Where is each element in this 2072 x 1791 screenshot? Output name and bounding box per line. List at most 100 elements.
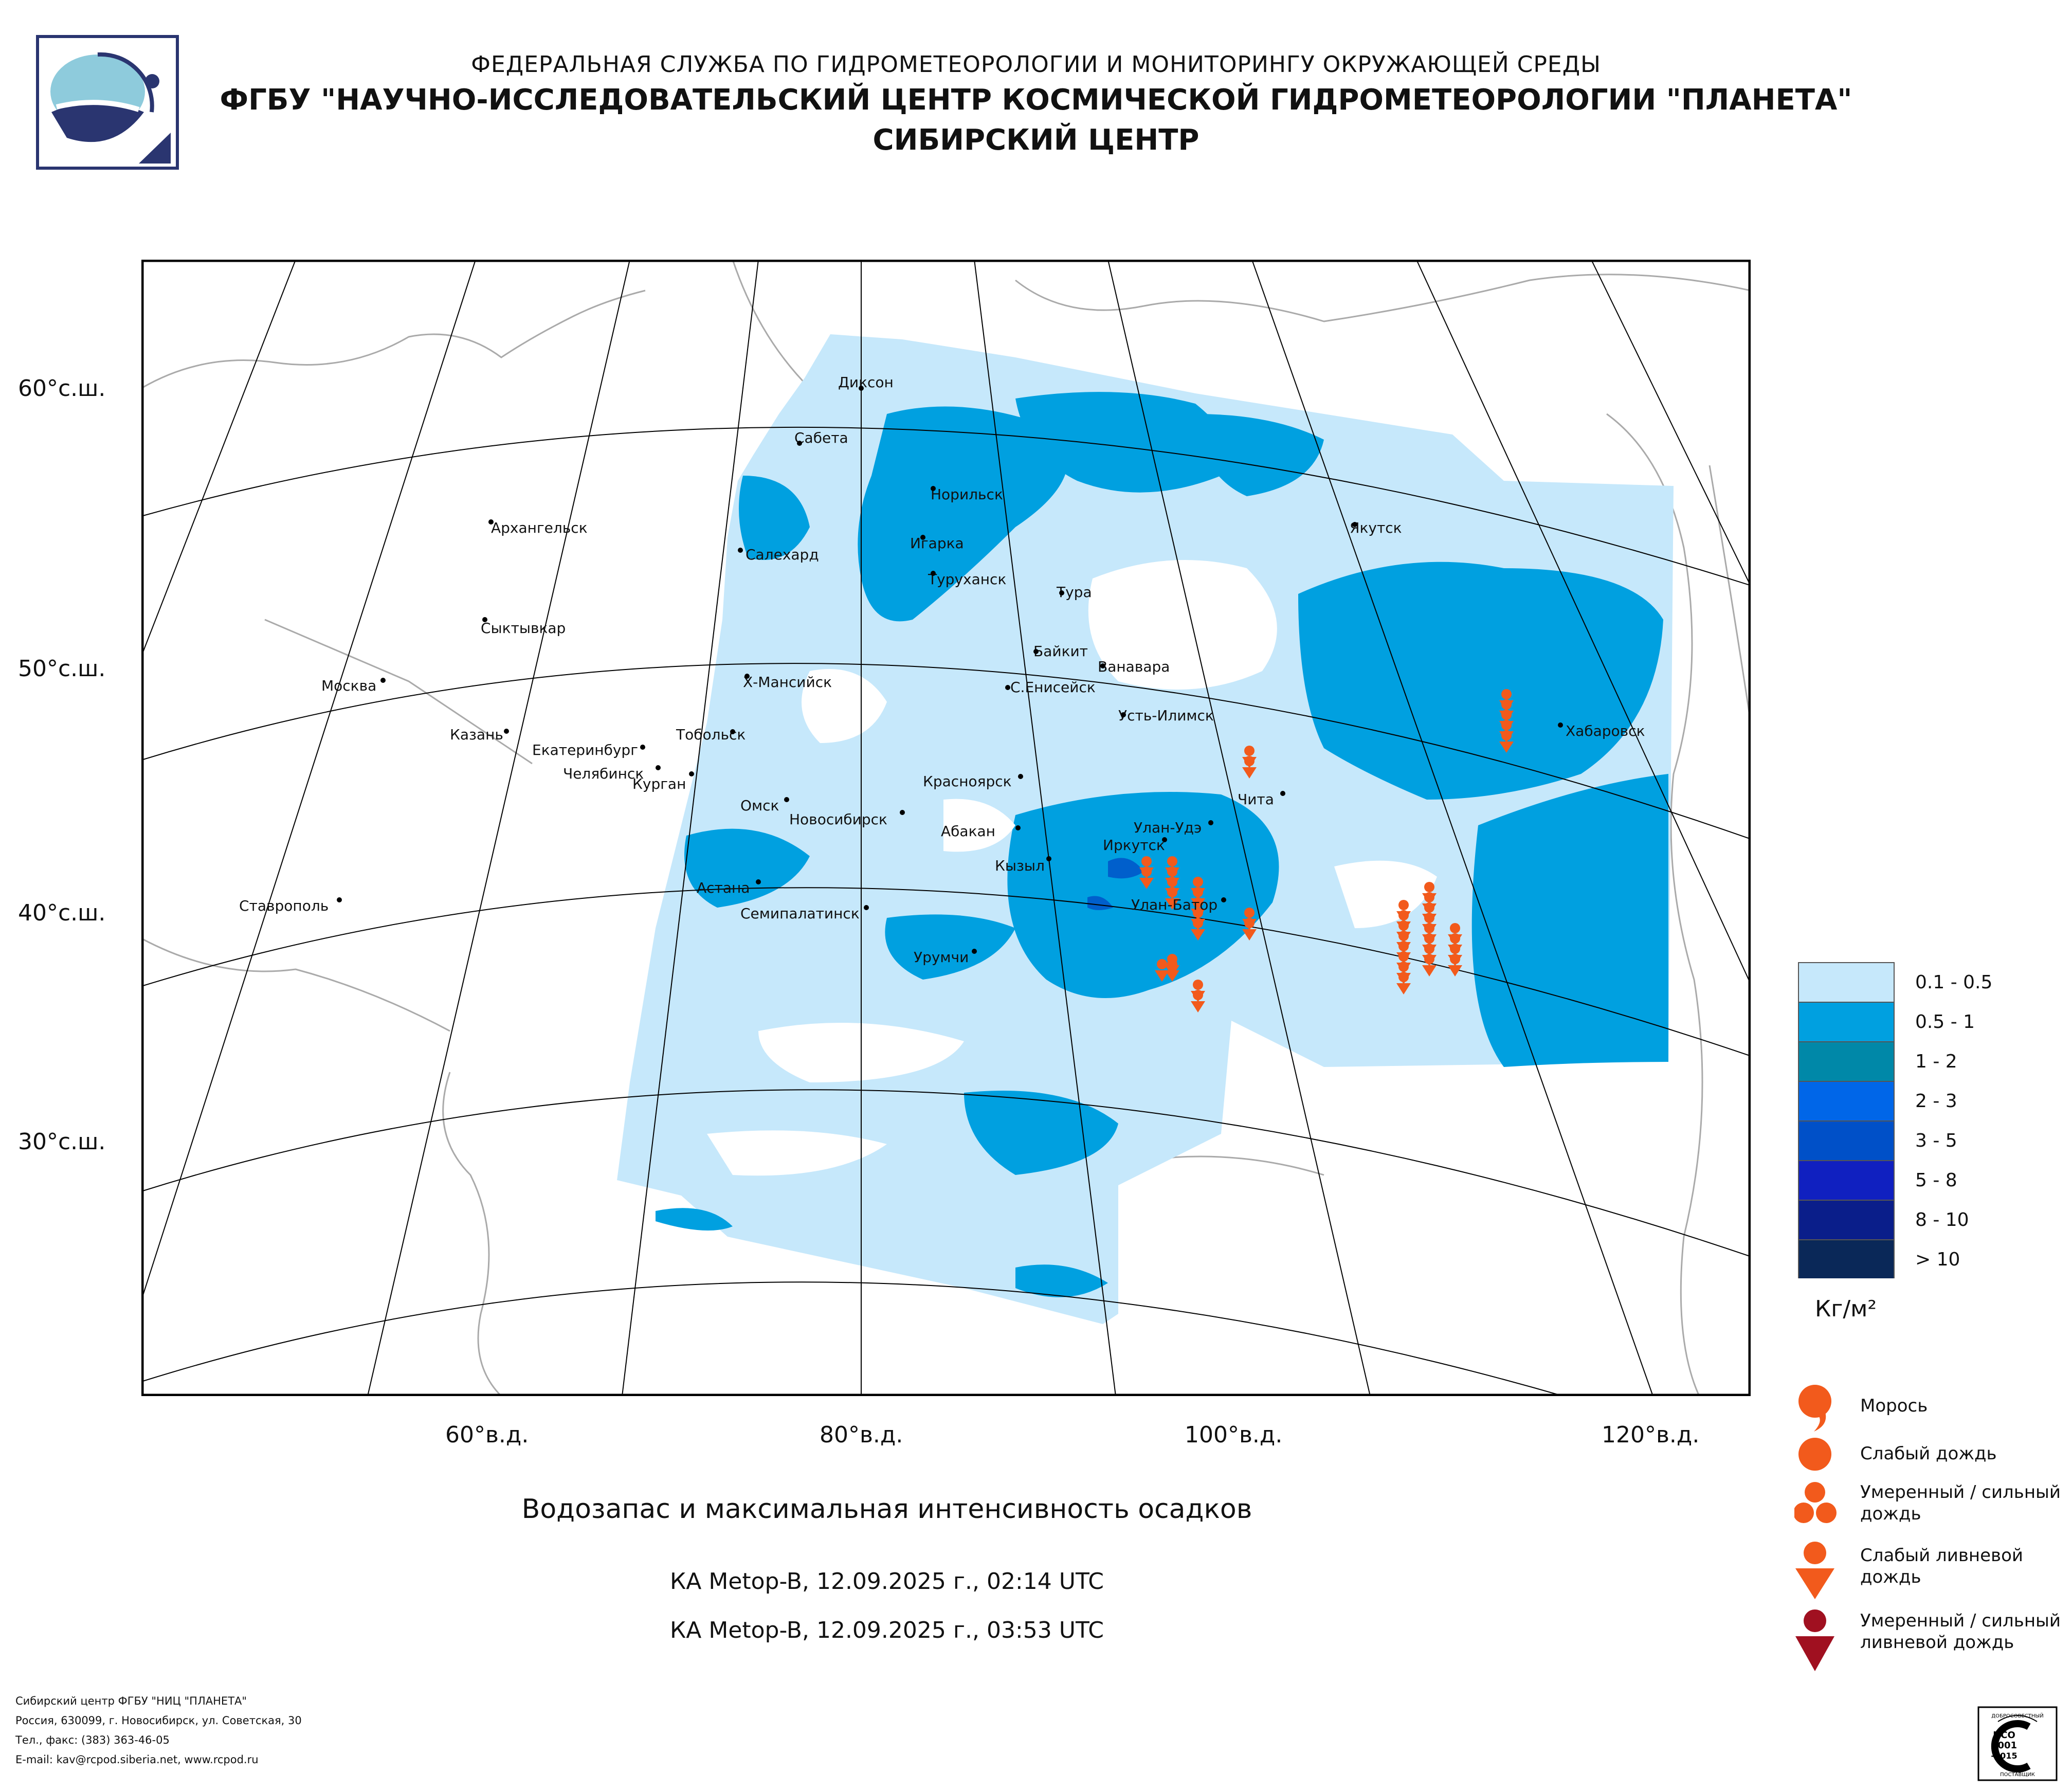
city-label: Игарка	[910, 535, 964, 552]
legend-range-2: 0.5 - 1	[1915, 1011, 1975, 1033]
city-dot	[797, 441, 802, 446]
lat-label-40: 40°с.ш.	[18, 900, 106, 926]
city-label: С.Енисейск	[1010, 679, 1096, 696]
light-rain-label: Слабый дождь	[1860, 1443, 1997, 1464]
precipitation-markers	[1139, 689, 1514, 1012]
city-dot	[1121, 712, 1126, 717]
city-label: Кызыл	[995, 857, 1045, 874]
city-dot	[1005, 685, 1010, 690]
footer-address: Россия, 630099, г. Новосибирск, ул. Сове…	[15, 1714, 302, 1727]
light-shower-marker	[1499, 730, 1514, 753]
precipitation-map: Диксон Сабета Норильск Архангельск Салехард И…	[141, 259, 1751, 1397]
light-shower-marker	[1396, 972, 1411, 994]
legend-swatch-6	[1798, 1160, 1895, 1201]
heavy-shower-icon	[1795, 1609, 1834, 1671]
light-shower-marker	[1422, 954, 1437, 976]
city-label: Улан-Батор	[1131, 896, 1218, 913]
legend-range-6: 5 - 8	[1915, 1170, 1957, 1191]
drizzle-label: Морось	[1860, 1396, 1928, 1416]
city-dot	[1059, 590, 1064, 595]
footer-phone: Тел., факс: (383) 363-46-05	[15, 1734, 170, 1746]
city-dot	[1221, 897, 1226, 902]
light-shower-marker	[1165, 959, 1179, 982]
city-label: Омск	[740, 797, 779, 814]
city-label: Абакан	[941, 823, 995, 840]
legend-swatch-5	[1798, 1120, 1895, 1161]
city-dot	[380, 678, 386, 683]
precip-symbols	[1793, 1378, 1856, 1676]
lat-label-30: 30°с.ш.	[18, 1129, 106, 1155]
moderate-rain-icon	[1793, 1482, 1837, 1523]
light-shower-marker	[1165, 887, 1179, 910]
city-label: Иркутск	[1103, 837, 1165, 854]
legend-swatch-3	[1798, 1041, 1895, 1082]
city-dot	[756, 879, 761, 884]
city-label: Усть-Илимск	[1118, 707, 1214, 724]
lon-label-60: 60°в.д.	[445, 1422, 529, 1448]
city-label: Туруханск	[928, 571, 1007, 588]
light-shower-marker	[1139, 866, 1154, 889]
city-dot	[784, 797, 789, 802]
light-shower-label-1: Слабый ливневой	[1860, 1545, 2023, 1566]
legend-range-8: > 10	[1915, 1249, 1960, 1270]
city-label: Байкит	[1033, 643, 1088, 660]
light-shower-marker	[1242, 918, 1257, 940]
city-dot	[488, 519, 494, 524]
city-dot	[504, 729, 509, 734]
city-label: Чита	[1238, 791, 1274, 808]
city-dot	[1033, 649, 1039, 654]
city-label: Якутск	[1350, 519, 1402, 536]
legend-swatch-1	[1798, 962, 1895, 1003]
light-shower-marker	[1448, 954, 1462, 976]
city-dot	[931, 571, 936, 576]
city-label: Москва	[321, 677, 377, 694]
city-label: Сабета	[794, 429, 848, 446]
city-dot	[864, 905, 869, 910]
light-shower-icon	[1795, 1542, 1834, 1599]
city-dot	[656, 765, 661, 770]
light-shower-marker	[1242, 756, 1257, 779]
map-subtitle-1: КА Metop-B, 12.09.2025 г., 02:14 UTC	[670, 1568, 1104, 1595]
city-dot	[1015, 825, 1021, 830]
city-label: Новосибирск	[789, 811, 887, 828]
lon-label-100: 100°в.д.	[1185, 1422, 1283, 1448]
light-shower-marker	[1191, 918, 1205, 940]
legend-swatch-4	[1798, 1081, 1895, 1121]
city-dot	[482, 617, 487, 622]
city-label: Диксон	[838, 374, 894, 391]
iso-label: ИСО	[1993, 1730, 2015, 1741]
city-label: Ставрополь	[239, 897, 329, 914]
light-rain-icon	[1798, 1438, 1831, 1471]
city-label: Красноярск	[923, 773, 1012, 790]
city-label: Екатеринбург	[532, 741, 638, 758]
city-label: Ванавара	[1098, 658, 1170, 675]
city-dot	[1100, 663, 1105, 668]
light-shower-marker	[1155, 959, 1169, 982]
city-dot	[972, 949, 977, 954]
city-dot	[1280, 791, 1285, 796]
city-label: Астана	[697, 879, 750, 896]
city-dot	[730, 729, 735, 734]
iso-certification-badge: ДОБРОСОВЕСТНЫЙ ИСО 9001 -2015 ПОСТАВЩИК	[1977, 1706, 2058, 1781]
city-label: Салехард	[746, 546, 819, 563]
legend-range-7: 8 - 10	[1915, 1209, 1969, 1231]
lat-label-60: 60°с.ш.	[18, 375, 106, 402]
footer-email: E-mail: kav@rcpod.siberia.net, www.rcpod…	[15, 1753, 259, 1766]
planeta-logo	[36, 35, 179, 170]
graticule	[141, 260, 1751, 1396]
header-agency: ФЕДЕРАЛЬНАЯ СЛУЖБА ПО ГИДРОМЕТЕОРОЛОГИИ …	[471, 51, 1601, 78]
heavy-shower-label-2: ливневой дождь	[1860, 1632, 2014, 1653]
city-dot	[931, 486, 936, 491]
iso-arc-text: ДОБРОСОВЕСТНЫЙ	[1991, 1712, 2043, 1719]
map-title: Водозапас и максимальная интенсивность о…	[521, 1494, 1252, 1525]
city-dot	[1162, 837, 1167, 842]
heavy-shower-label-1: Умеренный / сильный	[1860, 1611, 2061, 1631]
city-dot	[1352, 522, 1357, 527]
drizzle-icon	[1798, 1385, 1831, 1432]
city-label: Курган	[632, 775, 686, 792]
legend-range-1: 0.1 - 0.5	[1915, 972, 1993, 993]
city-label: Семипалатинск	[740, 905, 860, 922]
legend-range-3: 1 - 2	[1915, 1051, 1957, 1072]
header-center: СИБИРСКИЙ ЦЕНТР	[873, 123, 1199, 157]
lon-label-80: 80°в.д.	[820, 1422, 903, 1448]
